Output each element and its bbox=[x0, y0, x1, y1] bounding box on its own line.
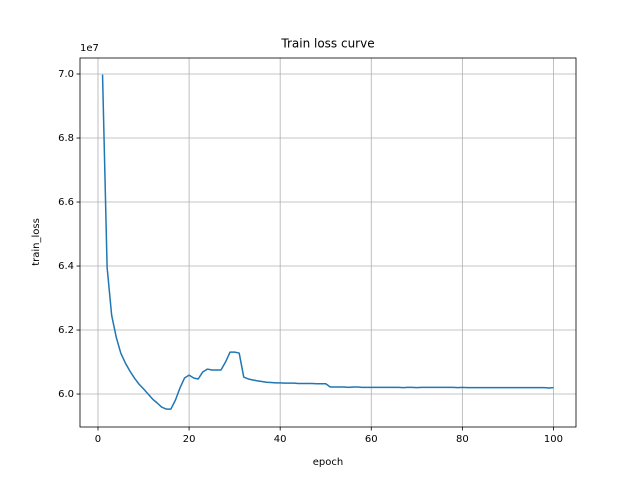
x-tick-label: 40 bbox=[274, 434, 287, 445]
y-tick-label: 6.8 bbox=[58, 133, 74, 144]
x-tick-label: 0 bbox=[95, 434, 101, 445]
y-axis-label: train_loss bbox=[31, 218, 42, 266]
y-tick-label: 6.2 bbox=[58, 325, 74, 336]
x-tick-label: 100 bbox=[544, 434, 563, 445]
y-tick-label: 6.6 bbox=[58, 197, 74, 208]
plot-frame bbox=[79, 57, 577, 428]
y-offset-label: 1e7 bbox=[80, 43, 99, 54]
chart-title: Train loss curve bbox=[280, 37, 374, 51]
x-tick-label: 60 bbox=[365, 434, 378, 445]
x-axis-label: epoch bbox=[313, 457, 343, 468]
y-tick-label: 6.0 bbox=[58, 389, 74, 400]
x-tick-label: 80 bbox=[456, 434, 469, 445]
line-series bbox=[101, 74, 554, 410]
x-tick-label: 20 bbox=[183, 434, 196, 445]
y-tick-label: 7.0 bbox=[58, 69, 74, 80]
y-tick-label: 6.4 bbox=[58, 261, 74, 272]
